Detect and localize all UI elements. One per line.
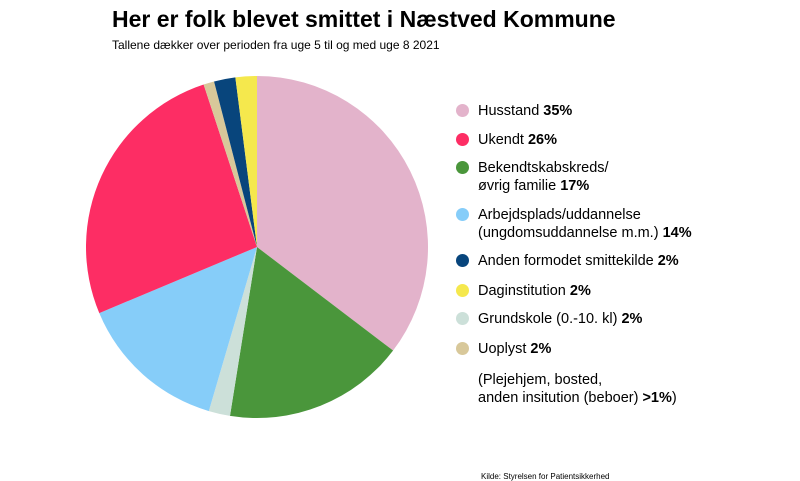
pie-chart	[86, 76, 429, 418]
pie-slices	[86, 76, 429, 418]
legend-swatch	[456, 342, 469, 355]
legend-label: Husstand	[478, 103, 540, 119]
pie-slice-5	[203, 81, 257, 247]
legend-value: 2%	[621, 311, 643, 327]
legend-label: Anden formodet smittekilde	[478, 253, 654, 269]
legend-value: 35%	[543, 103, 573, 119]
legend-value: 2%	[569, 283, 591, 299]
pie-slice-1	[229, 247, 394, 418]
legend-label: Ukendt	[478, 132, 524, 148]
legend-swatch	[456, 161, 469, 174]
pie-slice-7	[235, 76, 257, 247]
legend-label: Bekendtskabskreds/ øvrig familie	[478, 160, 609, 194]
legend-item: Bekendtskabskreds/ øvrig familie 17%	[456, 159, 609, 195]
pie-slice-4	[86, 84, 257, 314]
legend-label: Daginstitution	[478, 283, 566, 299]
legend-value: 26%	[527, 132, 558, 148]
legend-note-value: >1%	[642, 390, 672, 406]
legend-item: Husstand 35%	[456, 102, 573, 120]
pie-slice-6	[214, 77, 257, 247]
legend-swatch	[456, 312, 469, 325]
legend-note: (Plejehjem, bosted, anden insitution (be…	[478, 371, 677, 407]
legend-note-close: )	[671, 390, 677, 406]
legend-value: 17%	[560, 178, 590, 194]
legend-item: Anden formodet smittekilde 2%	[456, 252, 679, 270]
pie-slice-2	[208, 247, 257, 416]
legend-swatch	[456, 104, 469, 117]
legend-item: Grundskole (0.-10. kl) 2%	[456, 310, 643, 328]
chart-title: Her er folk blevet smittet i Næstved Kom…	[112, 6, 616, 32]
pie-slice-3	[99, 247, 257, 412]
chart-subtitle: Tallene dækker over perioden fra uge 5 t…	[112, 38, 440, 52]
legend-item: Arbejdsplads/uddannelse (ungdomsuddannel…	[456, 206, 692, 242]
source-note: Kilde: Styrelsen for Patientsikkerhed	[481, 472, 610, 481]
legend-swatch	[456, 208, 469, 221]
legend-label: Grundskole (0.-10. kl)	[478, 311, 618, 327]
legend-swatch	[456, 254, 469, 267]
legend-item: Daginstitution 2%	[456, 282, 591, 300]
legend-value: 2%	[530, 341, 552, 357]
legend-swatch	[456, 284, 469, 297]
legend-label: Uoplyst	[478, 341, 531, 357]
legend-swatch	[456, 133, 469, 146]
legend-note-text: (Plejehjem, bosted, anden insitution (be…	[478, 372, 639, 406]
legend-item: Uoplyst 2%	[456, 340, 552, 358]
legend-value: 14%	[662, 225, 692, 241]
legend-label: Arbejdsplads/uddannelse (ungdomsuddannel…	[478, 207, 659, 241]
pie-slice-0	[257, 76, 429, 351]
legend-item: Ukendt 26%	[456, 131, 558, 149]
legend-value: 2%	[657, 253, 679, 269]
